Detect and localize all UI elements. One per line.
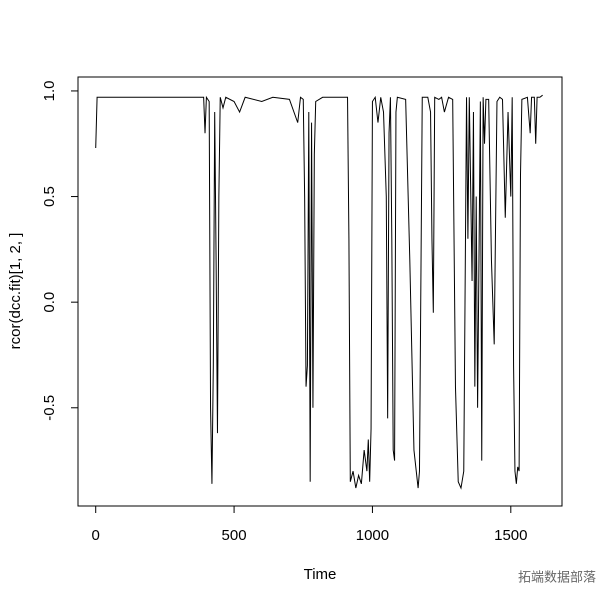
x-tick-label: 500 bbox=[222, 527, 247, 544]
watermark: 拓端数据部落 bbox=[518, 569, 596, 584]
y-tick-label: 0.5 bbox=[41, 186, 58, 207]
x-tick-label: 1000 bbox=[356, 527, 389, 544]
y-tick-label: 0.0 bbox=[41, 292, 58, 313]
x-tick-label: 1500 bbox=[494, 527, 527, 544]
series-line bbox=[95, 94, 543, 490]
x-axis-label: Time bbox=[304, 566, 337, 583]
y-axis-label: rcor(dcc.fit)[1, 2, ] bbox=[7, 233, 24, 350]
y-tick-label: -0.5 bbox=[41, 395, 58, 421]
x-tick-label: 0 bbox=[92, 527, 100, 544]
y-tick-label: 1.0 bbox=[41, 81, 58, 102]
